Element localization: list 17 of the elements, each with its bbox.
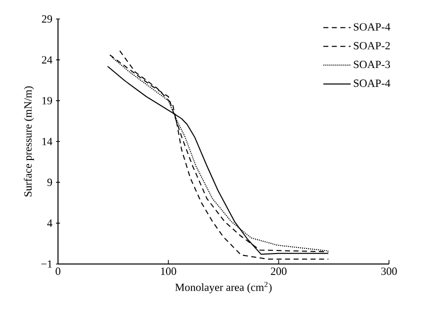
x-tick-label: 200	[270, 268, 286, 275]
x-axis-title: Monolayer area (cm$^{2}$)	[175, 282, 272, 294]
legend-label: SOAP-3	[354, 60, 390, 68]
y-axis-title: Surface pressure (mN/m)	[24, 86, 34, 196]
y-tick-label: −1	[41, 260, 52, 268]
y-tick-label: 24	[42, 56, 52, 64]
y-tick-label: 19	[42, 96, 52, 104]
legend-label: SOAP-4	[354, 80, 390, 87]
legend-label: SOAP-4	[354, 23, 390, 31]
x-tick-label: 300	[381, 268, 397, 275]
legend-label: SOAP-2	[354, 42, 390, 50]
x-tick-label: 0	[56, 268, 60, 275]
y-tick-label: 4	[47, 220, 52, 227]
y-tick-label: 29	[42, 15, 52, 23]
y-tick-label: 9	[47, 178, 52, 186]
x-tick-label: 100	[161, 268, 176, 275]
y-tick-label: 14	[42, 138, 52, 146]
